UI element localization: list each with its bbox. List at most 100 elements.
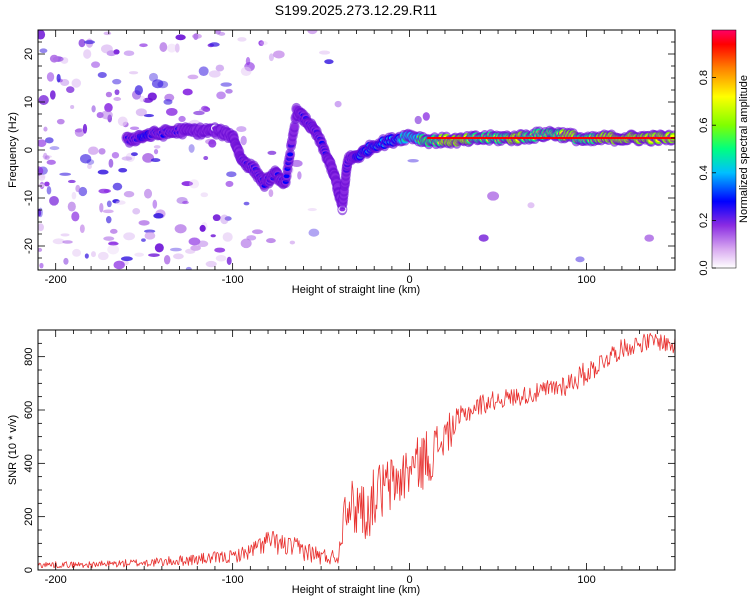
noise-blob <box>38 139 47 148</box>
noise-blob <box>91 105 96 113</box>
noise-blob <box>38 174 46 181</box>
noise-blob <box>181 181 194 187</box>
snr-xtick-label: -200 <box>45 574 67 586</box>
snr-xtick-label: 100 <box>577 574 595 586</box>
noise-blob <box>143 114 154 118</box>
noise-blob <box>224 216 232 221</box>
noise-blob <box>84 40 95 45</box>
noise-blob <box>268 53 274 62</box>
noise-blob <box>103 31 112 36</box>
noise-blob <box>108 158 114 168</box>
noise-blob <box>487 191 500 201</box>
snr-xtick-label: -100 <box>222 574 244 586</box>
noise-blob <box>148 253 160 257</box>
noise-blob <box>84 253 89 259</box>
noise-blob <box>107 244 119 255</box>
noise-blob <box>290 159 303 167</box>
noise-blob <box>151 79 164 89</box>
colorbar-tick-label: 0.2 <box>698 213 710 228</box>
noise-blob <box>193 110 205 116</box>
noise-blob <box>318 50 331 55</box>
noise-blob <box>289 240 296 245</box>
spectrogram-ytick-label: 0 <box>23 147 35 153</box>
noise-blob <box>59 172 72 176</box>
snr-ytick-label: 200 <box>23 507 35 525</box>
spectrogram-ylabel: Frequency (Hz) <box>7 112 19 188</box>
snr-frame <box>37 329 676 571</box>
noise-blob <box>62 240 73 244</box>
noise-blob <box>97 169 109 175</box>
noise-blob <box>237 37 247 42</box>
noise-blob <box>220 82 232 87</box>
noise-blob <box>72 248 82 257</box>
noise-blob <box>218 31 226 36</box>
colorbar-tick-label: 0.4 <box>698 165 710 180</box>
noise-blob <box>123 232 136 241</box>
noise-blob <box>267 150 277 155</box>
noise-blob <box>56 118 65 125</box>
noise-blob <box>166 43 177 53</box>
colorbar-label: Normalized spectral amplitude <box>738 75 750 223</box>
noise-blob <box>139 43 148 48</box>
snr-ytick-label: 0 <box>23 567 35 573</box>
noise-blob <box>208 139 217 148</box>
noise-blob <box>307 30 318 35</box>
noise-blob <box>78 38 86 48</box>
noise-blob <box>38 30 46 40</box>
noise-blob <box>100 110 113 120</box>
noise-blob <box>324 59 334 65</box>
noise-blob <box>39 262 44 269</box>
noise-blob <box>478 234 489 242</box>
noise-blob <box>98 148 106 155</box>
noise-blob <box>150 158 161 163</box>
noise-blob <box>266 238 276 244</box>
noise-blob <box>66 86 75 93</box>
noise-blob <box>527 202 535 209</box>
noise-blob <box>70 105 75 109</box>
noise-blob <box>143 229 156 234</box>
noise-blob <box>201 105 209 112</box>
noise-blob <box>188 144 195 153</box>
noise-blob <box>38 207 43 218</box>
noise-blob <box>212 214 221 222</box>
noise-blob <box>114 89 120 96</box>
spectrogram-xtick-label: -100 <box>222 274 244 286</box>
noise-blob <box>174 43 180 53</box>
noise-blob <box>135 108 147 117</box>
noise-blob <box>75 184 81 193</box>
noise-blob <box>152 199 158 209</box>
noise-blob <box>147 92 157 101</box>
noise-blob <box>187 74 199 80</box>
noise-blob <box>44 181 50 187</box>
colorbar-ticks: 0.0 0.2 0.4 0.6 0.8 <box>698 70 716 276</box>
noise-blob <box>67 201 76 212</box>
noise-blob <box>308 228 320 237</box>
noise-blob <box>98 188 110 194</box>
noise-blob <box>141 238 146 242</box>
noise-blob <box>259 40 268 46</box>
noise-blob <box>87 146 99 155</box>
noise-blob <box>71 211 80 222</box>
noise-blob <box>131 152 138 157</box>
noise-blob <box>115 200 126 205</box>
noise-blob <box>268 189 274 197</box>
ridge-core <box>283 174 290 179</box>
spectrogram-ytick-label: 10 <box>23 96 35 108</box>
noise-blob <box>243 201 250 206</box>
noise-blob <box>87 163 92 170</box>
noise-blob <box>113 97 122 101</box>
snr-series-line <box>38 332 675 569</box>
noise-blob <box>82 123 88 134</box>
noise-blob <box>182 200 189 205</box>
noise-blob <box>74 127 85 137</box>
noise-blob <box>245 57 251 66</box>
noise-blob <box>307 208 317 212</box>
noise-blob <box>144 231 156 240</box>
noise-blob <box>38 223 44 232</box>
noise-blob <box>163 254 171 265</box>
noise-blob <box>198 66 209 77</box>
noise-blob <box>78 186 88 197</box>
noise-blob <box>163 99 173 105</box>
colorbar: 0.0 0.2 0.4 0.6 0.8 Normalized spectral ampl… <box>698 29 750 276</box>
